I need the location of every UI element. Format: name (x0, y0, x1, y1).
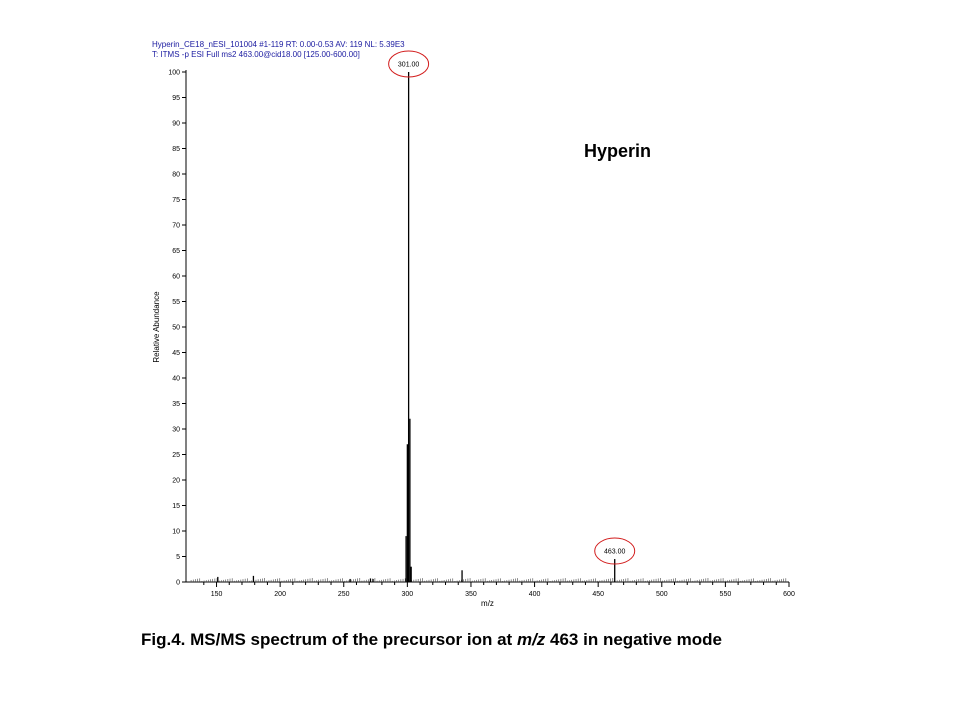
y-tick-label: 20 (172, 478, 180, 485)
peak-label: 301.00 (398, 62, 420, 69)
caption-suffix: 463 in negative mode (545, 630, 722, 649)
figure-caption: Fig.4. MS/MS spectrum of the precursor i… (141, 630, 722, 650)
x-tick-label: 400 (529, 591, 541, 598)
y-tick-label: 45 (172, 350, 180, 357)
y-axis-label: Relative Abundance (152, 291, 161, 363)
peak-highlight-circle (388, 50, 430, 78)
caption-prefix: Fig.4. MS/MS spectrum of the precursor i… (141, 630, 517, 649)
y-tick-label: 30 (172, 427, 180, 434)
x-tick-label: 550 (720, 591, 732, 598)
x-tick-label: 450 (592, 591, 604, 598)
x-tick-label: 350 (465, 591, 477, 598)
x-tick-label: 200 (274, 591, 286, 598)
y-tick-label: 35 (172, 401, 180, 408)
compound-label: Hyperin (584, 141, 652, 161)
y-tick-label: 85 (172, 146, 180, 153)
header-line-1: Hyperin_CE18_nESI_101004 #1-119 RT: 0.00… (152, 40, 405, 49)
x-tick-label: 500 (656, 591, 668, 598)
y-tick-label: 70 (172, 223, 180, 230)
y-tick-label: 50 (172, 325, 180, 332)
peak-label: 463.00 (604, 549, 626, 556)
y-tick-label: 40 (172, 376, 180, 383)
x-tick-label: 600 (783, 591, 795, 598)
x-axis-label: m/z (481, 599, 494, 608)
y-tick-label: 15 (172, 503, 180, 510)
y-tick-label: 55 (172, 299, 180, 306)
x-tick-label: 150 (211, 591, 223, 598)
y-tick-label: 75 (172, 197, 180, 204)
y-tick-label: 95 (172, 95, 180, 102)
y-tick-label: 90 (172, 121, 180, 128)
peak-highlight-circle (594, 537, 636, 565)
y-tick-label: 0 (176, 580, 180, 587)
header-line-2: T: ITMS -p ESI Full ms2 463.00@cid18.00 … (152, 50, 360, 59)
y-tick-label: 60 (172, 274, 180, 281)
y-tick-label: 5 (176, 554, 180, 561)
y-tick-label: 65 (172, 248, 180, 255)
y-tick-label: 10 (172, 529, 180, 536)
y-tick-label: 80 (172, 172, 180, 179)
y-tick-label: 25 (172, 452, 180, 459)
chart-axes: 0 5 10 15 20 25 30 35 40 45 50 55 60 65 70 75 80 85 90 95 10… (168, 70, 795, 599)
y-tick-label: 100 (168, 70, 180, 77)
spectrum-header: Hyperin_CE18_nESI_101004 #1-119 RT: 0.00… (152, 40, 405, 60)
chart-peaks (190, 72, 787, 582)
x-tick-label: 300 (402, 591, 414, 598)
caption-italic: m/z (516, 630, 546, 649)
x-tick-label: 250 (338, 591, 350, 598)
chart-annotations: 301.00 463.00 (388, 50, 636, 565)
